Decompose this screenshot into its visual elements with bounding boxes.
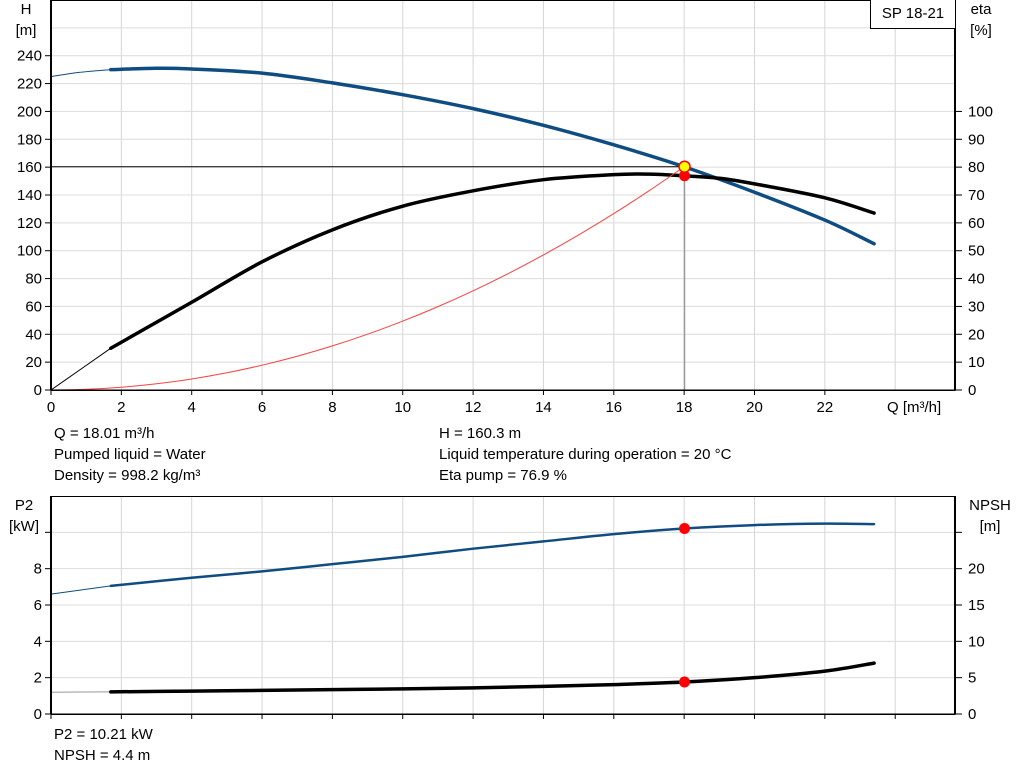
system-curve-line xyxy=(50,166,685,391)
y-left-axis-unit: [kW] xyxy=(9,518,39,535)
y-right-tick-label: 70 xyxy=(968,187,985,204)
y-left-tick-label: 180 xyxy=(17,131,42,148)
x-tick-label: 20 xyxy=(746,399,763,416)
y-left-tick-label: 8 xyxy=(34,561,42,578)
duty-point-head xyxy=(678,160,691,173)
p2-line xyxy=(109,522,876,588)
x-tick-label: 16 xyxy=(605,399,622,416)
y-left-tick-label: 0 xyxy=(34,706,42,723)
npsh-line xyxy=(109,661,876,694)
eta-pump-value: Eta pump = 76.9 % xyxy=(439,467,567,484)
y-left-tick-label: 6 xyxy=(34,597,42,614)
y-right-tick-label: 90 xyxy=(968,131,985,148)
liquid-temperature: Liquid temperature during operation = 20… xyxy=(439,446,732,463)
pumped-liquid: Pumped liquid = Water xyxy=(54,446,206,463)
x-tick-label: 14 xyxy=(535,399,552,416)
y-left-tick-label: 4 xyxy=(34,633,42,650)
y-right-tick-label: 20 xyxy=(968,326,985,343)
x-tick-label: 2 xyxy=(117,399,125,416)
y-right-tick-label: 5 xyxy=(968,670,976,687)
p2-value: P2 = 10.21 kW xyxy=(54,726,153,743)
y-right-tick-label: 80 xyxy=(968,159,985,176)
duty-point-eta xyxy=(679,170,691,182)
y-right-tick-label: 15 xyxy=(968,597,985,614)
y-left-tick-label: 0 xyxy=(34,382,42,399)
y-left-axis-unit: [m] xyxy=(16,22,37,39)
y-left-tick-label: 220 xyxy=(17,76,42,93)
y-right-axis-unit: [%] xyxy=(970,22,992,39)
pump-model-label: SP 18-21 xyxy=(870,0,956,29)
axes xyxy=(45,0,962,719)
y-right-tick-label: 40 xyxy=(968,271,985,288)
y-right-tick-label: 60 xyxy=(968,215,985,232)
y-right-tick-label: 0 xyxy=(968,706,976,723)
info-right-top: H = 160.3 m Liquid temperature during op… xyxy=(439,423,731,486)
x-tick-label: 4 xyxy=(188,399,196,416)
y-right-tick-label: 10 xyxy=(968,633,985,650)
npsh-value: NPSH = 4.4 m xyxy=(54,747,151,764)
x-tick-label: 10 xyxy=(394,399,411,416)
y-left-tick-label: 100 xyxy=(17,243,42,260)
head-extrapolated-line xyxy=(50,69,111,78)
y-right-axis-unit: [m] xyxy=(980,518,1001,535)
y-left-tick-label: 60 xyxy=(25,298,42,315)
p2-extrapolated-line xyxy=(50,585,111,595)
info-left-top: Q = 18.01 m³/h Pumped liquid = Water Den… xyxy=(54,423,206,486)
y-left-tick-label: 200 xyxy=(17,103,42,120)
density-value: Density = 998.2 kg/m³ xyxy=(54,467,201,484)
y-left-tick-label: 20 xyxy=(25,354,42,371)
y-right-tick-label: 100 xyxy=(968,103,993,120)
y-right-tick-label: 0 xyxy=(968,382,976,399)
info-bottom: P2 = 10.21 kW NPSH = 4.4 m xyxy=(54,724,153,766)
y-left-tick-label: 160 xyxy=(17,159,42,176)
y-right-tick-label: 50 xyxy=(968,243,985,260)
y-right-tick-label: 30 xyxy=(968,298,985,315)
y-left-tick-label: 120 xyxy=(17,215,42,232)
x-tick-label: 12 xyxy=(465,399,482,416)
x-tick-label: 22 xyxy=(817,399,834,416)
head-line xyxy=(109,66,876,246)
eta-line xyxy=(109,172,876,350)
flow-value: Q = 18.01 m³/h xyxy=(54,425,155,442)
x-tick-label: 0 xyxy=(47,399,55,416)
y-left-tick-label: 80 xyxy=(25,271,42,288)
y-right-tick-label: 10 xyxy=(968,354,985,371)
y-right-axis-name: eta xyxy=(971,1,993,18)
y-right-axis-name: NPSH xyxy=(969,497,1011,514)
top-grid xyxy=(51,0,955,390)
y-left-axis-name: H xyxy=(21,1,32,18)
y-left-tick-label: 140 xyxy=(17,187,42,204)
y-left-tick-label: 40 xyxy=(25,326,42,343)
y-left-tick-label: 2 xyxy=(34,670,42,687)
duty-point-p2 xyxy=(679,523,691,535)
y-left-tick-label: 240 xyxy=(17,48,42,65)
bottom-series xyxy=(50,522,876,694)
bottom-grid xyxy=(51,496,955,714)
eta-extrapolated-line xyxy=(50,347,112,391)
axis-labels: Q [m³/h] 0204060801001201401601802002202… xyxy=(9,1,1011,723)
x-tick-label: 6 xyxy=(258,399,266,416)
top-series xyxy=(50,66,876,391)
x-tick-label: 8 xyxy=(328,399,336,416)
y-left-axis-name: P2 xyxy=(15,497,33,514)
x-axis-label: Q [m³/h] xyxy=(887,399,941,416)
y-right-tick-label: 20 xyxy=(968,561,985,578)
duty-point-npsh xyxy=(679,676,691,688)
head-value: H = 160.3 m xyxy=(439,425,522,442)
x-tick-label: 18 xyxy=(676,399,693,416)
